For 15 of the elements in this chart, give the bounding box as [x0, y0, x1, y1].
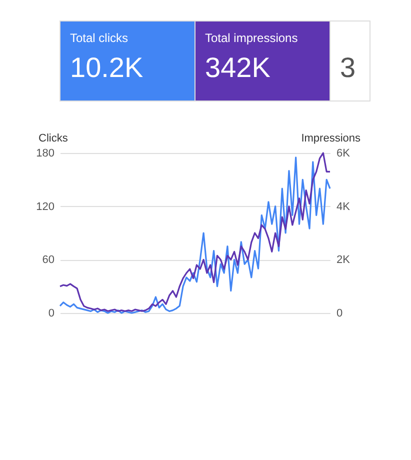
text: 342K [205, 52, 271, 83]
text: Total clicks [70, 31, 128, 45]
y-tick-label: 0 [48, 308, 54, 320]
y2-tick-label: 2K [336, 254, 351, 266]
y2-tick-label: 0 [336, 308, 343, 320]
text: Total impressions [205, 31, 298, 45]
y-tick-label: 180 [36, 148, 54, 160]
text: 3 [340, 52, 356, 83]
y2-tick-label: 4K [336, 200, 351, 213]
y2-tick-label: 6K [336, 148, 351, 160]
y-tick-label: 120 [36, 200, 54, 213]
y2-axis-title: Impressions [301, 132, 361, 144]
y-axis-title: Clicks [38, 132, 68, 144]
text: 10.2K [70, 52, 144, 83]
y-tick-label: 60 [42, 254, 54, 266]
